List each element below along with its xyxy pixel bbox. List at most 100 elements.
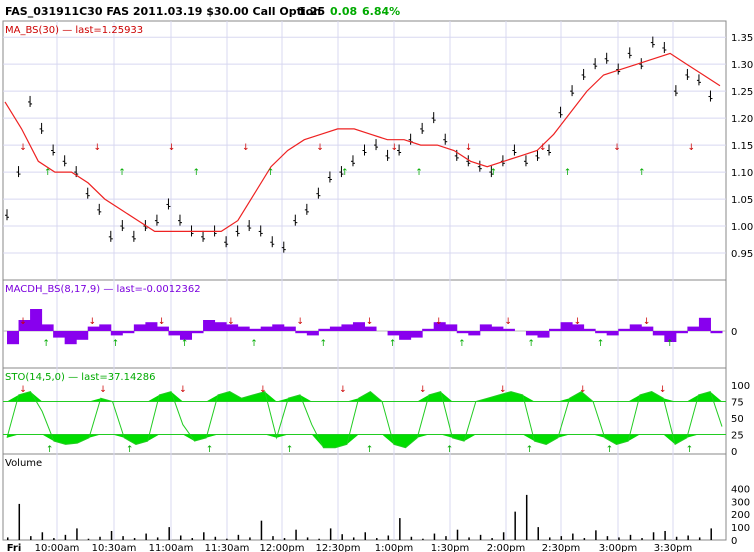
macd-sell-arrow: ↓ bbox=[296, 317, 304, 327]
macd-bar bbox=[272, 324, 285, 331]
stochastic-area: ↓ ↑ ↓ ↑ ↓ ↑ ↓ ↑ ↓ ↑ ↓ ↑ ↓ ↑ ↓ ↑ ↓ ↑ bbox=[3, 385, 726, 455]
macd-bar bbox=[491, 326, 504, 331]
sto-buy-arrow: ↑ bbox=[46, 445, 54, 455]
volume-tick-label: 400 bbox=[731, 484, 750, 495]
price-sell-arrow: ↓ bbox=[613, 143, 621, 153]
macd-bar bbox=[133, 324, 146, 331]
volume-bar bbox=[145, 533, 147, 540]
price-buy-arrow: ↑ bbox=[638, 168, 646, 178]
header-symbol: FAS_031911C30 FAS 2011.03.19 $30.00 Call… bbox=[5, 5, 321, 18]
volume-bar bbox=[456, 529, 459, 540]
volume-tick-label: 100 bbox=[731, 523, 750, 534]
sto-buy-arrow: ↑ bbox=[286, 445, 294, 455]
sto-oversold-fill bbox=[7, 434, 722, 448]
macd-bar bbox=[64, 331, 77, 345]
macd-sell-arrow: ↓ bbox=[89, 317, 97, 327]
volume-bar bbox=[583, 538, 586, 540]
macd-buy-arrow: ↑ bbox=[389, 339, 397, 349]
macd-bar bbox=[179, 331, 193, 340]
volume-bar bbox=[203, 532, 205, 540]
sto-sell-arrow: ↓ bbox=[659, 385, 667, 395]
volume-bar bbox=[606, 536, 609, 540]
volume-bar bbox=[675, 536, 678, 540]
macd-bar bbox=[537, 331, 550, 338]
macd-bar bbox=[329, 326, 342, 331]
macd-bar bbox=[422, 328, 435, 331]
x-tick-label: 2:00pm bbox=[487, 543, 526, 552]
ma-line: ↓ ↑ ↓ ↑ ↓ ↑ ↓ ↑ ↓ ↑ ↓ ↑ ↓ ↑ ↓ ↑ ↓ ↑ ↓ bbox=[4, 52, 721, 232]
sto-tick-label: 0 bbox=[731, 447, 737, 458]
price-tick-label: 1.15 bbox=[731, 141, 753, 152]
volume-bar bbox=[110, 530, 113, 540]
header-last: 1.25 bbox=[298, 5, 325, 18]
volume-bar bbox=[237, 534, 240, 540]
macd-bar bbox=[283, 326, 296, 331]
macd-bar bbox=[110, 331, 123, 336]
x-tick-label: 12:30pm bbox=[316, 543, 361, 552]
price-tick-label: 1.00 bbox=[731, 222, 753, 233]
price-sell-arrow: ↓ bbox=[465, 143, 473, 153]
volume-bar bbox=[318, 538, 320, 540]
macd-bar bbox=[641, 326, 654, 331]
price-bars bbox=[5, 36, 713, 253]
sto-buy-arrow: ↑ bbox=[366, 445, 374, 455]
volume-bars bbox=[7, 494, 712, 540]
volume-bar bbox=[387, 535, 390, 540]
volume-bar bbox=[122, 536, 124, 540]
macd-buy-arrow: ↑ bbox=[666, 339, 674, 349]
volume-bar bbox=[479, 534, 482, 540]
price-buy-arrow: ↑ bbox=[118, 168, 126, 178]
volume-bar bbox=[18, 503, 21, 540]
price-buy-arrow: ↑ bbox=[44, 168, 52, 178]
macd-bar bbox=[352, 322, 365, 331]
header-change-pct: 6.84% bbox=[362, 5, 400, 18]
macd-bar bbox=[341, 324, 354, 331]
price-sell-arrow: ↓ bbox=[93, 143, 101, 153]
x-tick-label: Fri bbox=[7, 543, 22, 552]
macd-bar bbox=[122, 331, 135, 334]
sto-sell-arrow: ↓ bbox=[19, 385, 27, 395]
macd-bar bbox=[433, 322, 446, 331]
volume-bar bbox=[272, 536, 274, 540]
macd-bar bbox=[629, 324, 642, 331]
sto-buy-arrow: ↑ bbox=[526, 445, 534, 455]
macd-bar bbox=[675, 331, 688, 334]
macd-bar bbox=[156, 326, 169, 331]
macd-buy-arrow: ↑ bbox=[527, 339, 535, 349]
macd-sell-arrow: ↓ bbox=[504, 317, 512, 327]
volume-bar bbox=[560, 536, 563, 540]
price-sell-arrow: ↓ bbox=[390, 143, 398, 153]
price-buy-arrow: ↑ bbox=[341, 168, 349, 178]
macd-bar bbox=[560, 322, 573, 331]
macd-bar bbox=[410, 331, 423, 338]
price-tick-label: 1.10 bbox=[731, 168, 753, 179]
sto-tick-label: 50 bbox=[731, 414, 744, 425]
macd-buy-arrow: ↑ bbox=[597, 339, 605, 349]
macd-bar bbox=[387, 331, 400, 336]
volume-bar bbox=[422, 538, 424, 540]
x-tick-label: 3:00pm bbox=[599, 543, 638, 552]
sto-tick-label: 75 bbox=[731, 398, 744, 409]
price-sell-arrow: ↓ bbox=[242, 143, 250, 153]
macd-sell-arrow: ↓ bbox=[19, 317, 27, 327]
volume-bar bbox=[133, 538, 136, 540]
volume-bar bbox=[698, 537, 701, 540]
volume-bar bbox=[433, 533, 436, 540]
macd-bar bbox=[664, 331, 677, 342]
macd-bar bbox=[214, 322, 227, 331]
volume-bar bbox=[641, 538, 643, 540]
sto-sell-arrow: ↓ bbox=[499, 385, 507, 395]
macd-bar bbox=[583, 328, 596, 331]
x-tick-label: 11:30am bbox=[205, 543, 250, 552]
x-tick-label: 12:00pm bbox=[260, 543, 305, 552]
volume-bar bbox=[329, 528, 332, 540]
macd-bar bbox=[399, 331, 412, 340]
macd-bar bbox=[595, 331, 608, 334]
macd-sell-arrow: ↓ bbox=[574, 317, 582, 327]
sto-buy-arrow: ↑ bbox=[606, 445, 614, 455]
ma-polyline bbox=[4, 52, 721, 232]
volume-tick-label: 300 bbox=[731, 497, 750, 508]
price-buy-arrow: ↑ bbox=[192, 168, 200, 178]
